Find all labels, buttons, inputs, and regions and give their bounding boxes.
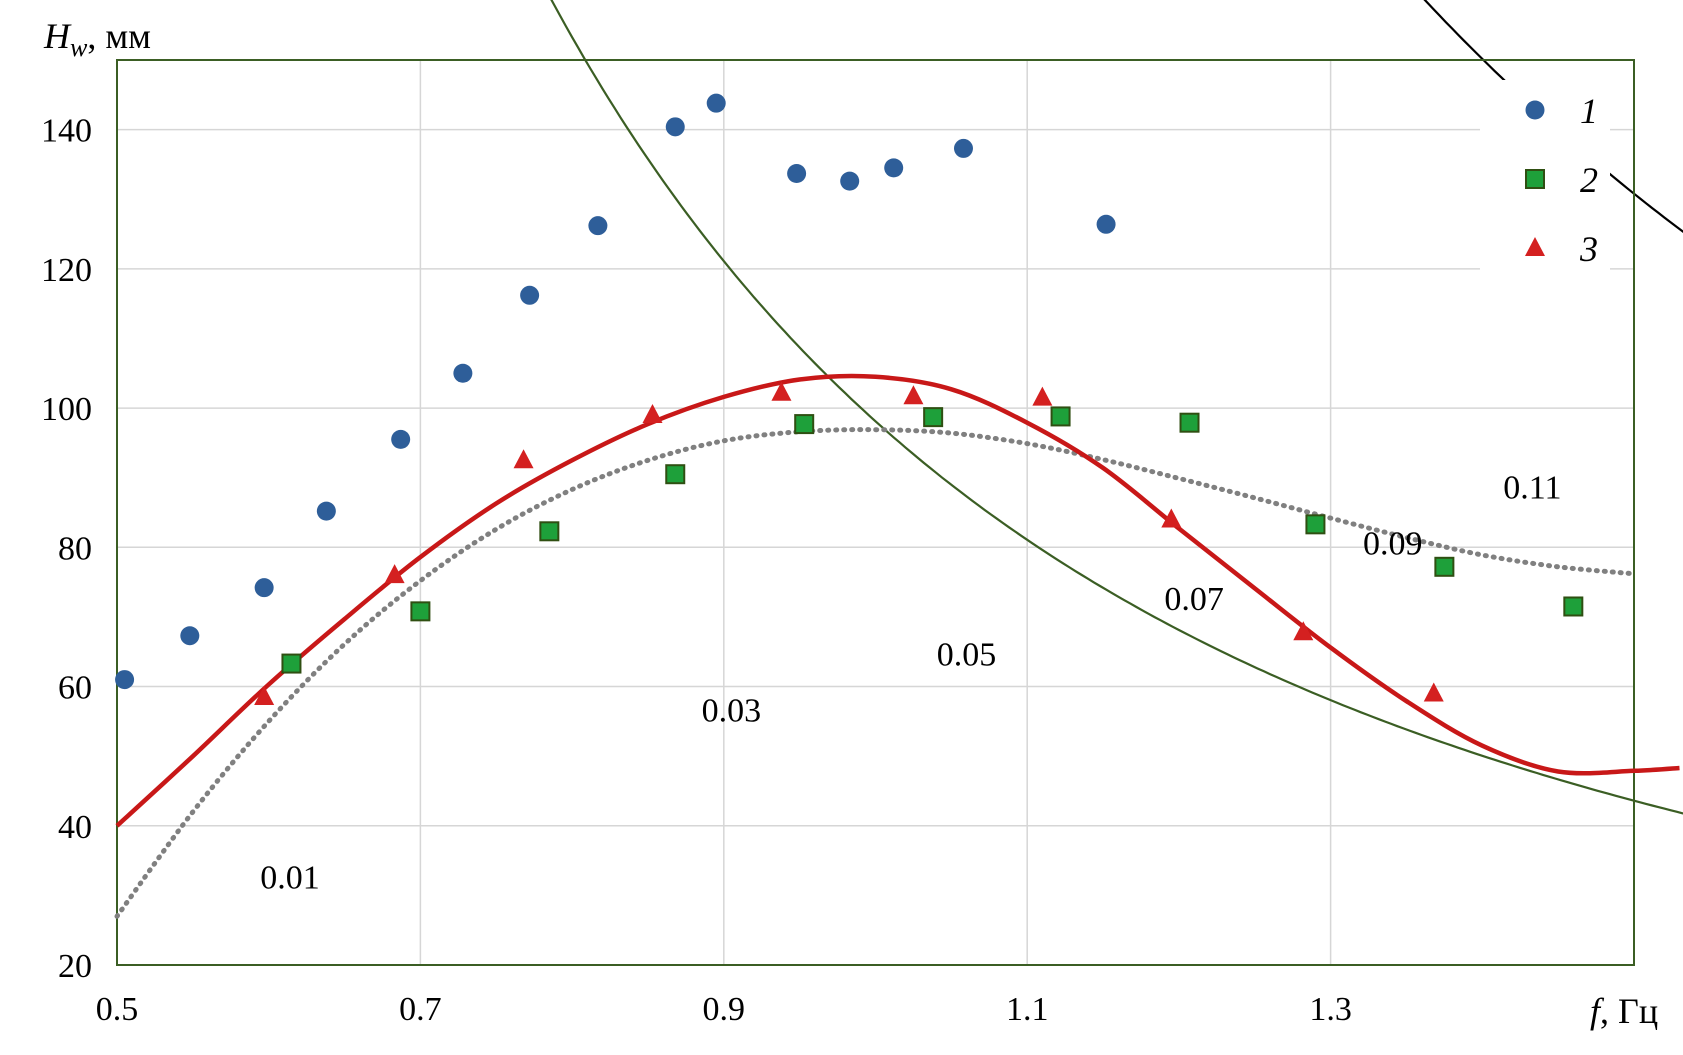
series-3-point bbox=[771, 381, 792, 401]
series-1-point bbox=[953, 138, 973, 158]
legend: 1 2 3 bbox=[1480, 80, 1610, 295]
fit-curves bbox=[114, 373, 1680, 919]
series-3-point bbox=[1423, 682, 1444, 702]
series-1-point bbox=[840, 171, 860, 191]
series-3-point bbox=[903, 385, 924, 405]
x-tick-label: 0.7 bbox=[399, 991, 442, 1028]
dotted-trend-line bbox=[114, 427, 1637, 919]
series-1-point bbox=[316, 501, 336, 521]
y-tick-label: 120 bbox=[41, 252, 92, 289]
red-trend-line bbox=[115, 373, 1680, 828]
x-tick-label: 0.9 bbox=[703, 991, 746, 1028]
y-tick-label: 140 bbox=[41, 113, 92, 150]
y-axis-symbol: H bbox=[43, 16, 72, 56]
series-3-point bbox=[384, 564, 405, 584]
tick-labels: 0.5 0.7 0.9 1.1 1.3 20 40 60 80 100 120 140 bbox=[41, 113, 1352, 1028]
x-tick-label: 0.5 bbox=[96, 991, 139, 1028]
iso-curve bbox=[1423, 0, 1683, 234]
y-tick-label: 40 bbox=[58, 809, 92, 846]
iso-curve-label: 0.09 bbox=[1363, 525, 1423, 562]
series-3-point bbox=[642, 404, 663, 424]
data-points bbox=[115, 93, 1584, 705]
y-axis-subscript: w bbox=[70, 33, 88, 62]
series-2-point bbox=[1434, 556, 1455, 577]
x-tick-label: 1.1 bbox=[1006, 991, 1049, 1028]
series-2-point bbox=[1305, 514, 1326, 535]
series-1-point bbox=[706, 93, 726, 113]
series-1-point bbox=[884, 158, 904, 178]
series-1-point bbox=[520, 285, 540, 305]
series-2-point bbox=[923, 407, 944, 428]
plot-frame bbox=[116, 59, 1635, 966]
series-1-point bbox=[588, 216, 608, 236]
series-1-point bbox=[787, 163, 807, 183]
series-3-point bbox=[513, 449, 534, 469]
series-1-point bbox=[115, 670, 135, 690]
series-2-point bbox=[1563, 596, 1584, 617]
legend-label-3: 3 bbox=[1579, 229, 1598, 269]
series-3-point bbox=[1161, 508, 1182, 528]
series-2-point bbox=[1179, 412, 1200, 433]
series-3-point bbox=[1032, 386, 1053, 406]
iso-curve-label: 0.03 bbox=[702, 692, 762, 729]
series-2-point bbox=[281, 653, 302, 674]
y-tick-label: 100 bbox=[41, 391, 92, 428]
iso-curve-label: 0.07 bbox=[1164, 581, 1224, 618]
y-tick-label: 80 bbox=[58, 530, 92, 567]
y-axis-unit: , мм bbox=[87, 16, 151, 56]
series-2-point bbox=[1050, 406, 1071, 427]
curve-labels: 0.01 0.03 0.05 0.07 0.09 0.11 bbox=[260, 470, 1561, 897]
series-2-point bbox=[794, 414, 815, 435]
x-axis-unit: , Гц bbox=[1600, 991, 1658, 1031]
series-3-point bbox=[254, 685, 275, 705]
series-2-point bbox=[665, 464, 686, 485]
x-axis-title: f, Гц bbox=[1590, 991, 1658, 1031]
series-2-point bbox=[410, 601, 431, 622]
series-3-point bbox=[1293, 621, 1314, 641]
y-axis-title: Hw, мм bbox=[43, 16, 151, 62]
grid bbox=[116, 60, 1634, 966]
iso-curve-label: 0.05 bbox=[937, 637, 997, 674]
legend-marker-3 bbox=[1525, 237, 1545, 256]
series-1-point bbox=[453, 363, 473, 383]
y-tick-label: 60 bbox=[58, 670, 92, 707]
legend-marker-1 bbox=[1525, 100, 1545, 120]
series-2-point bbox=[539, 521, 560, 542]
iso-curve-label: 0.11 bbox=[1503, 470, 1561, 507]
series-1-point bbox=[665, 117, 685, 137]
x-tick-label: 1.3 bbox=[1309, 991, 1352, 1028]
legend-label-2: 2 bbox=[1580, 160, 1598, 200]
series-1-point bbox=[1096, 214, 1116, 234]
series-1-point bbox=[391, 429, 411, 449]
legend-marker-2 bbox=[1525, 169, 1545, 189]
iso-curve bbox=[550, 0, 1683, 815]
iso-curve-label: 0.01 bbox=[260, 859, 320, 896]
series-1-point bbox=[254, 578, 274, 598]
series-1-point bbox=[180, 626, 200, 646]
y-tick-label: 20 bbox=[58, 948, 92, 985]
legend-label-1: 1 bbox=[1580, 91, 1598, 131]
